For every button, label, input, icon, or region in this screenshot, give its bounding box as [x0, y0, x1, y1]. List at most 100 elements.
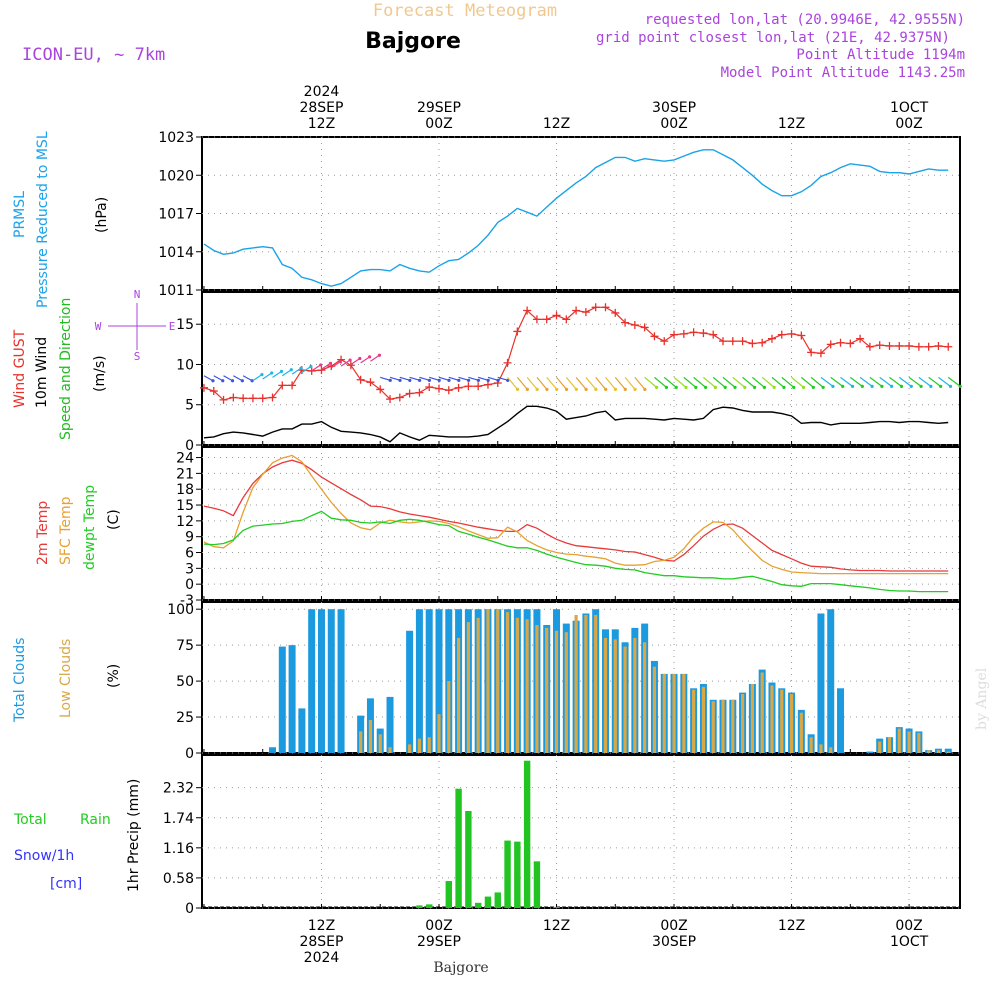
gust-point — [513, 327, 522, 336]
total-cloud-bar — [944, 748, 952, 753]
rain-bar — [504, 840, 511, 908]
time-label-bottom: 28SEP — [299, 934, 343, 950]
wind-arrow-head — [466, 378, 471, 382]
wind-arrow-head — [633, 387, 637, 391]
wind-unit: (m/s) — [92, 355, 108, 392]
precip-label-snow: Snow/1h — [14, 848, 74, 864]
precip-ytick-label: 0.58 — [163, 871, 194, 887]
wind-arrow — [389, 376, 401, 381]
rain-bar — [484, 896, 492, 908]
temperature-ytick-label: 12 — [176, 514, 194, 530]
wind-arrow — [340, 359, 351, 367]
low-cloud-bar — [554, 630, 559, 753]
wind-label-10m: 10m Wind — [34, 337, 50, 408]
gust-point — [268, 393, 277, 402]
clouds-ytick-label: 100 — [167, 602, 194, 618]
wind-arrow-head — [574, 387, 578, 391]
gust-point — [670, 330, 679, 339]
low-cloud-bar — [574, 614, 578, 753]
cloud-unit: (%) — [106, 664, 122, 688]
wind-arrow-head — [584, 387, 588, 391]
gust-point — [748, 339, 757, 348]
gust-point — [258, 394, 267, 403]
time-label-top: 00Z — [660, 116, 687, 132]
gust-point — [572, 306, 581, 315]
wind-arrow-head — [850, 384, 855, 388]
wind-arrow — [448, 376, 459, 381]
wind-ytick-label: 15 — [176, 317, 194, 333]
rain-bar — [416, 905, 423, 908]
gust-point — [434, 384, 443, 393]
wind-arrow-head — [348, 358, 352, 362]
wind-label-dir: Speed and Direction — [58, 298, 74, 440]
wind-arrow-head — [890, 384, 894, 388]
gust-point — [709, 330, 718, 339]
gust-point — [650, 332, 659, 341]
temperature-ytick-label: 0 — [185, 577, 194, 593]
wind-arrow-head — [525, 387, 529, 391]
temp-2m-line — [203, 459, 949, 572]
wind-arrow — [751, 376, 765, 388]
low-cloud-bar — [594, 614, 598, 753]
wind-arrow-head — [723, 385, 727, 389]
time-label-bottom: 00Z — [660, 918, 687, 934]
wind-arrow — [556, 376, 567, 390]
wind-arrow — [429, 376, 440, 381]
pressure-ytick-label: 1017 — [158, 207, 194, 223]
location-title: Bajgore — [365, 29, 461, 54]
wind-arrow — [722, 376, 736, 388]
wind-arrow — [360, 356, 370, 364]
wind-arrow-head — [555, 387, 559, 391]
wind-arrow-head — [309, 364, 313, 369]
wind-arrow — [272, 370, 282, 378]
wind-arrow-head — [643, 387, 647, 391]
low-cloud-bar — [897, 728, 901, 753]
temperature-ytick-label: 21 — [176, 466, 194, 482]
wind-arrow-head — [694, 385, 698, 389]
wind-arrow — [213, 375, 224, 382]
rain-bar — [426, 904, 433, 908]
gust-point — [503, 358, 512, 367]
wind-arrow-head — [821, 385, 825, 389]
rain-bar — [455, 788, 462, 908]
low-cloud-bar — [760, 672, 764, 753]
precip-ytick-label: 1.16 — [163, 841, 194, 857]
wind-arrow-head — [782, 385, 786, 389]
gust-point — [816, 349, 825, 358]
time-label-bottom: 2024 — [304, 950, 340, 966]
model-point-altitude: Model Point Altitude 1143.25m — [721, 65, 965, 81]
wind-arrow — [791, 376, 804, 388]
wind-arrow-head — [240, 379, 244, 383]
wind-arrow-head — [486, 378, 490, 382]
rain-bar — [533, 861, 541, 908]
wind-ytick-label: 0 — [185, 438, 194, 454]
wind-arrow — [242, 375, 253, 382]
wind-arrow-head — [909, 384, 913, 388]
compass-e: E — [169, 320, 176, 333]
gust-point — [787, 329, 796, 338]
wind-arrow-head — [801, 385, 806, 389]
pressure-ytick-label: 1023 — [158, 130, 194, 146]
wind-arrow — [742, 376, 755, 388]
total-cloud-bar — [298, 708, 306, 753]
low-cloud-bar — [505, 612, 510, 753]
temperature-ytick-label: -3 — [180, 593, 194, 609]
gust-point — [875, 341, 884, 350]
wind-arrow-head — [377, 353, 382, 357]
watermark: by Angel — [974, 667, 990, 730]
low-cloud-bar — [535, 625, 539, 753]
pressure-label-msl: Pressure Reduced to MSL — [35, 131, 51, 308]
low-cloud-bar — [584, 614, 588, 753]
wind-arrow-head — [398, 378, 402, 382]
precip-ytick-label: 1.74 — [163, 811, 194, 827]
wind-arrow-head — [664, 385, 669, 389]
low-cloud-bar — [829, 747, 833, 753]
gust-point — [836, 338, 845, 347]
total-cloud-bar — [317, 609, 325, 753]
wind-arrow-head — [880, 384, 884, 388]
wind-arrow-head — [831, 384, 835, 388]
wind-label-gust: Wind GUST — [12, 329, 28, 408]
wind-arrow — [575, 376, 587, 390]
wind-arrow-head — [545, 387, 549, 391]
gust-point — [562, 315, 571, 324]
